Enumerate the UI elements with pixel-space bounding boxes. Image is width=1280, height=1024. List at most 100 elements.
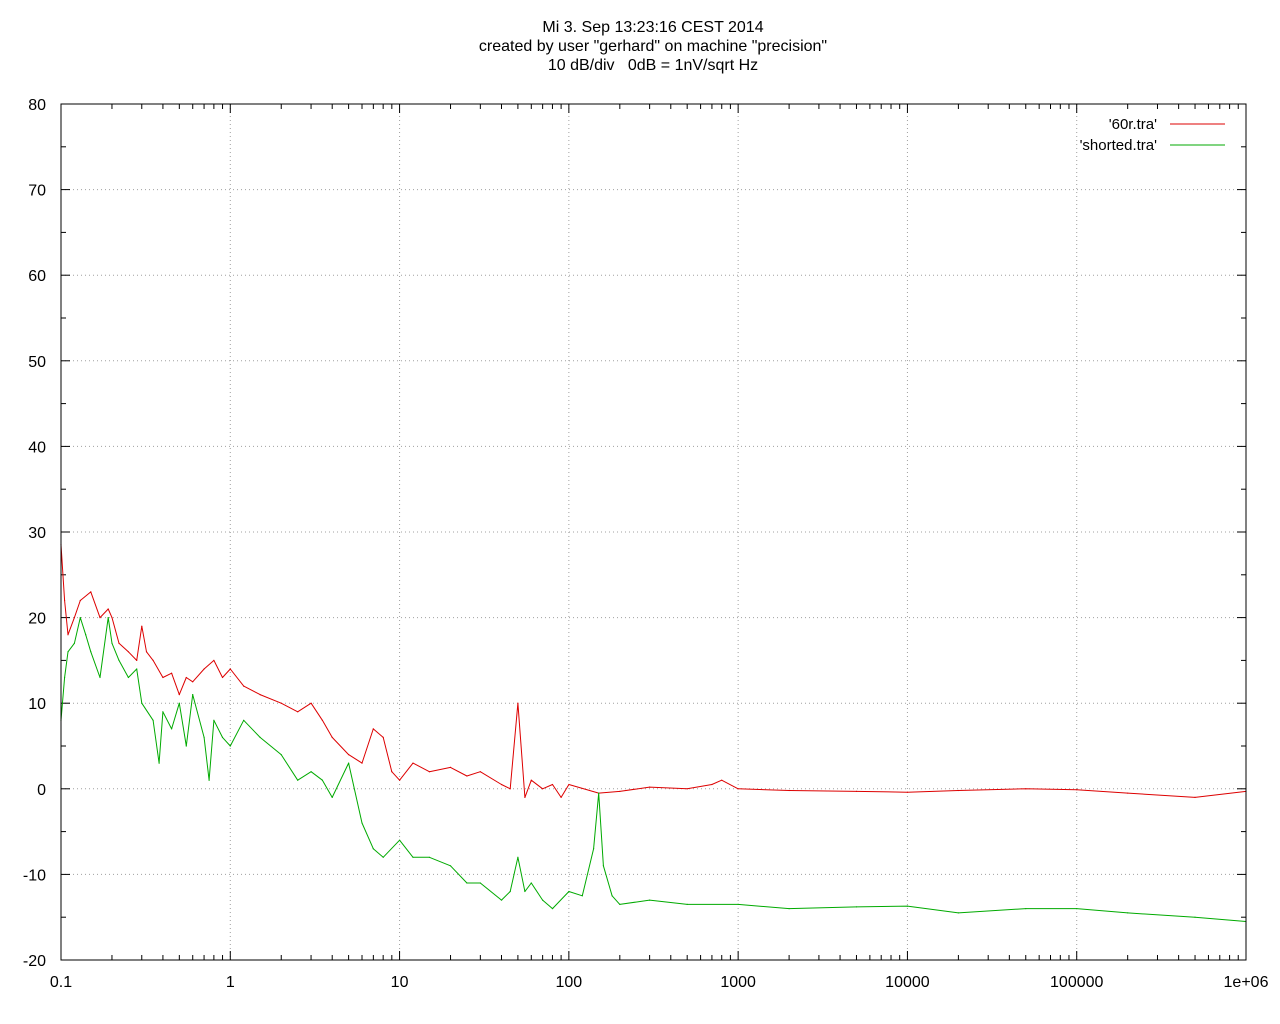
- series-point-0: [542, 788, 544, 790]
- series-point-0: [171, 672, 173, 674]
- series-point-1: [412, 856, 414, 858]
- chart-subtitle-scale: 10 dB/div 0dB = 1nV/sqrt Hz: [547, 57, 759, 74]
- series-point-1: [348, 762, 350, 764]
- series-point-0: [67, 634, 69, 636]
- series-point-1: [602, 865, 605, 867]
- series-point-1: [1025, 908, 1027, 910]
- series-point-0: [118, 642, 120, 644]
- y-tick-label: 20: [28, 611, 46, 628]
- series-point-1: [99, 676, 101, 679]
- series-point-1: [203, 736, 205, 739]
- series-point-0: [79, 599, 81, 602]
- series-point-1: [158, 762, 160, 764]
- axis-ticks: [60, 103, 1247, 961]
- x-tick-label: 1000: [720, 974, 756, 991]
- series-point-0: [649, 786, 651, 788]
- series-point-1: [399, 839, 401, 841]
- series-point-0: [530, 779, 532, 781]
- y-tick-label: 0: [37, 782, 46, 799]
- series-point-0: [560, 796, 562, 799]
- y-tick-label: 60: [28, 268, 46, 285]
- series-point-0: [391, 771, 393, 773]
- series-point-1: [111, 642, 113, 644]
- series-point-0: [500, 783, 503, 786]
- series-point-0: [259, 694, 261, 696]
- series-point-0: [737, 788, 739, 790]
- series-point-0: [229, 668, 231, 670]
- series-point-0: [551, 783, 554, 786]
- x-tick-label: 10000: [885, 974, 930, 991]
- series-point-1: [581, 895, 583, 897]
- series-point-1: [79, 617, 81, 619]
- series-line-0: [60, 544, 1247, 798]
- series-point-0: [449, 766, 452, 769]
- series-point-1: [178, 702, 180, 704]
- series-point-0: [221, 676, 224, 679]
- series-point-0: [721, 779, 723, 781]
- series-point-1: [208, 779, 210, 781]
- legend: '60r.tra' 'shorted.tra': [1080, 116, 1225, 154]
- series-point-1: [428, 856, 430, 858]
- x-tick-label: 0.1: [50, 974, 72, 991]
- series-point-1: [192, 694, 194, 696]
- legend-label-0: '60r.tra': [1109, 116, 1157, 133]
- y-tick-label: 50: [28, 354, 46, 371]
- series-point-0: [348, 754, 350, 756]
- y-tick-label: 10: [28, 696, 46, 713]
- series-point-1: [957, 912, 960, 914]
- series-point-0: [399, 779, 401, 781]
- series-point-1: [229, 745, 231, 747]
- series-point-0: [243, 685, 245, 687]
- series-point-0: [906, 791, 909, 793]
- series-point-1: [1127, 912, 1129, 914]
- y-tick-label: -10: [23, 867, 46, 884]
- series-point-1: [517, 856, 519, 858]
- series-point-0: [372, 728, 374, 730]
- series-point-0: [957, 789, 960, 792]
- series-point-0: [619, 790, 621, 793]
- series-point-0: [64, 599, 66, 602]
- series-point-1: [280, 754, 282, 756]
- x-tick-label: 1: [226, 974, 235, 991]
- chart-title-block: Mi 3. Sep 13:23:16 CEST 2014 created by …: [0, 18, 1280, 75]
- series-point-1: [162, 711, 164, 713]
- series-point-1: [127, 676, 129, 679]
- series-point-1: [551, 908, 554, 910]
- series-point-0: [1025, 788, 1027, 790]
- series-point-0: [145, 651, 148, 653]
- series-point-1: [1194, 916, 1196, 918]
- series-point-1: [619, 903, 621, 906]
- series-point-1: [611, 895, 613, 897]
- y-tick-label: 40: [28, 439, 46, 456]
- series-point-0: [428, 771, 430, 773]
- series-point-1: [310, 771, 312, 773]
- series-point-0: [192, 681, 194, 683]
- series-point-0: [412, 762, 414, 764]
- series-point-0: [1076, 789, 1078, 791]
- series-point-0: [509, 788, 511, 790]
- series-point-1: [686, 903, 688, 906]
- series-point-0: [855, 790, 858, 793]
- series-point-1: [542, 899, 544, 901]
- series-point-1: [1076, 908, 1078, 910]
- series-point-1: [500, 899, 503, 901]
- series-point-1: [449, 865, 452, 867]
- grid-lines: [61, 104, 1246, 960]
- y-tick-label: 30: [28, 525, 46, 542]
- series-point-1: [479, 882, 481, 884]
- series-point-1: [221, 736, 224, 739]
- series-point-0: [382, 736, 384, 739]
- series-point-1: [649, 899, 651, 901]
- series-point-0: [127, 651, 129, 653]
- series-point-0: [517, 702, 519, 704]
- series-point-0: [136, 659, 138, 662]
- chart-title: Mi 3. Sep 13:23:16 CEST 2014: [542, 19, 764, 36]
- y-tick-label: 80: [28, 97, 46, 114]
- series-point-1: [855, 906, 858, 908]
- series-point-1: [90, 651, 92, 653]
- series-point-1: [530, 882, 532, 884]
- series-line-1: [60, 617, 1247, 922]
- series-point-0: [90, 591, 92, 593]
- y-tick-labels: -20 -10 0 10 20 30 40 50 60 70 80: [23, 97, 46, 970]
